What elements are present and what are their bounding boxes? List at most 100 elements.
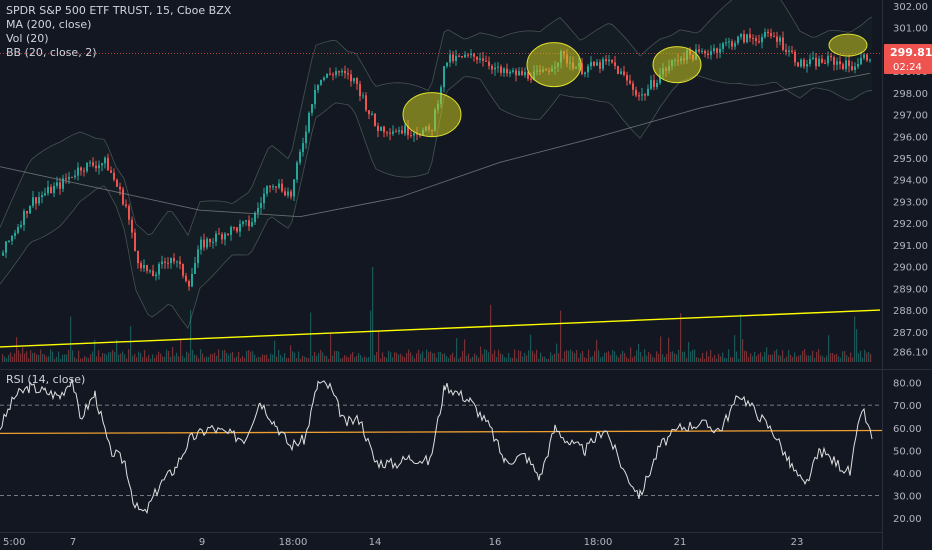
highlight-ellipse: [526, 42, 582, 88]
candle-body: [101, 163, 103, 166]
candle-body: [833, 57, 835, 65]
volume-bar: [172, 347, 174, 362]
legend-title[interactable]: SPDR S&P 500 ETF TRUST, 15, Cboe BZX: [6, 4, 232, 17]
volume-bar: [620, 354, 622, 362]
candle-body: [131, 219, 133, 233]
candle-body: [50, 186, 52, 194]
rsi-tick-label: 50.00: [893, 446, 922, 457]
highlight-ellipse: [828, 33, 868, 57]
volume-bar: [478, 357, 480, 362]
volume-bar: [686, 357, 688, 362]
candle-body: [104, 157, 106, 164]
legend-ma[interactable]: MA (200, close): [6, 18, 92, 31]
legend-vol[interactable]: Vol (20): [6, 32, 49, 45]
volume-bar: [654, 357, 656, 362]
candle-body: [791, 50, 793, 52]
volume-bar: [104, 353, 106, 362]
candle-body: [254, 212, 256, 223]
volume-bar: [10, 352, 12, 362]
candle-body: [284, 191, 286, 196]
last-price-label: 299.81: [890, 46, 932, 59]
volume-bar: [354, 357, 356, 362]
volume-bar: [140, 353, 142, 362]
volume-bar: [828, 335, 830, 362]
volume-bar: [752, 356, 754, 362]
volume-bar: [692, 349, 694, 362]
volume-bar: [338, 351, 340, 362]
volume-bar: [310, 312, 312, 362]
volume-bar: [870, 354, 872, 362]
volume-bar: [8, 354, 10, 362]
volume-bar: [114, 351, 116, 362]
time-tick-label: 23: [791, 537, 804, 548]
volume-bar: [58, 351, 60, 362]
volume-bar: [678, 349, 680, 362]
legend-rsi[interactable]: RSI (14, close): [6, 373, 86, 386]
candle-body: [770, 33, 772, 37]
volume-bar: [454, 357, 456, 362]
volume-bar: [406, 353, 408, 362]
highlight-ellipse: [402, 92, 462, 138]
candle-body: [608, 59, 610, 62]
candle-body: [278, 183, 280, 188]
volume-bar: [416, 353, 418, 362]
candle-body: [389, 132, 391, 134]
candle-body: [224, 233, 226, 240]
candle-body: [338, 71, 340, 73]
volume-bar: [40, 349, 42, 362]
volume-bar: [596, 339, 598, 362]
volume-bar: [500, 353, 502, 362]
candle-body: [296, 162, 298, 180]
candle-body: [530, 78, 532, 81]
volume-bar: [212, 354, 214, 362]
candle-body: [59, 182, 61, 189]
candle-body: [710, 51, 712, 56]
candle-body: [656, 82, 658, 87]
volume-bar: [118, 354, 120, 362]
candle-body: [614, 62, 616, 66]
candle-body: [392, 131, 394, 134]
candle-body: [728, 41, 730, 43]
volume-bar: [594, 351, 596, 362]
candle-body: [107, 157, 109, 171]
candle-body: [725, 42, 727, 44]
volume-bar: [718, 353, 720, 362]
volume-bar: [776, 349, 778, 362]
candle-body: [245, 220, 247, 222]
volume-bar: [78, 350, 80, 362]
price-tick-label: 290.00: [893, 263, 928, 274]
candle-body: [170, 258, 172, 264]
volume-bar: [832, 353, 834, 362]
candle-body: [848, 60, 850, 67]
price-tick-label: 288.00: [893, 306, 928, 317]
candle-body: [335, 71, 337, 76]
last-price-badge: 299.81 02:24: [884, 44, 932, 74]
candle-body: [221, 234, 223, 240]
candle-body: [20, 224, 22, 228]
volume-bar: [726, 358, 728, 362]
volume-bar: [770, 354, 772, 362]
volume-bar: [138, 351, 140, 362]
volume-bar: [38, 354, 40, 362]
volume-bar: [244, 357, 246, 362]
volume-bar: [332, 355, 334, 362]
candle-body: [14, 232, 16, 236]
highlight-ellipse: [652, 46, 702, 84]
volume-bar: [196, 355, 198, 362]
volume-bar: [374, 355, 376, 362]
volume-bar: [108, 352, 110, 362]
volume-bar: [748, 356, 750, 362]
volume-bar: [92, 351, 94, 362]
volume-bar: [28, 358, 30, 362]
volume-bar: [694, 349, 696, 362]
volume-bar: [554, 353, 556, 362]
volume-bar: [324, 355, 326, 362]
legend-bb[interactable]: BB (20, close, 2): [6, 46, 97, 59]
volume-bar: [402, 356, 404, 362]
candle-body: [701, 51, 703, 53]
volume-bar: [488, 352, 490, 362]
candle-body: [242, 221, 244, 224]
candle-body: [143, 264, 145, 269]
volume-bar: [358, 352, 360, 362]
